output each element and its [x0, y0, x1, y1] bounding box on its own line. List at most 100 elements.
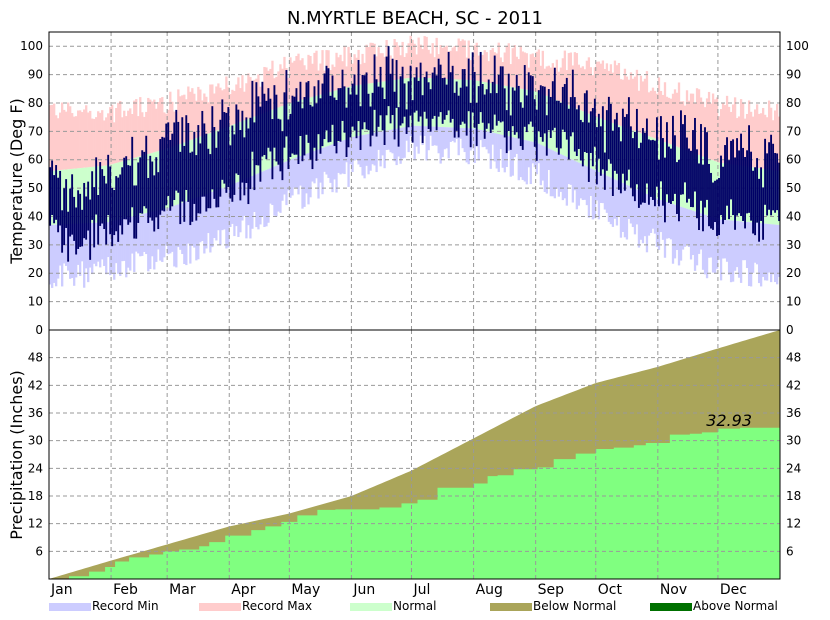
- month-label: Mar: [169, 582, 196, 598]
- observed-temperature-bar: [103, 175, 106, 230]
- observed-temperature-bar: [591, 108, 594, 167]
- record-min-bar: [657, 199, 661, 250]
- observed-temperature-bar: [139, 157, 142, 214]
- record-max-bar: [531, 53, 534, 91]
- record-min-bar: [259, 172, 262, 225]
- record-max-bar: [57, 118, 60, 171]
- observed-temperature-bar: [700, 124, 702, 201]
- precipitation-tick-right: 6: [786, 544, 794, 558]
- record-max-bar: [561, 58, 565, 103]
- record-max-bar: [247, 73, 250, 119]
- record-min-bar: [401, 127, 404, 159]
- observed-temperature-bar: [311, 106, 314, 170]
- record-min-bar: [157, 210, 160, 250]
- record-min-bar: [547, 148, 550, 171]
- record-min-bar: [701, 214, 705, 270]
- observed-temperature-bar: [217, 131, 220, 208]
- month-label: Sep: [538, 582, 565, 598]
- observed-temperature-bar: [331, 75, 334, 125]
- observed-temperature-bar: [113, 189, 116, 236]
- record-min-bar: [139, 214, 142, 257]
- record-min-bar: [487, 131, 490, 154]
- record-max-bar: [463, 40, 466, 80]
- record-min-bar: [569, 158, 573, 185]
- observed-temperature-bar: [437, 58, 440, 117]
- record-min-bar: [203, 194, 206, 254]
- observed-temperature-bar: [764, 138, 767, 205]
- record-min-bar: [389, 129, 392, 153]
- observed-temperature-bar: [379, 66, 382, 116]
- record-min-bar: [597, 171, 601, 220]
- record-min-bar: [281, 163, 284, 201]
- legend: Record Min Record Max Normal Below Normal Ab…: [49, 599, 778, 613]
- record-max-bar: [423, 36, 426, 78]
- record-max-bar: [597, 61, 601, 118]
- record-min-bar: [621, 182, 625, 233]
- record-min-bar: [669, 203, 673, 240]
- observed-temperature-bar: [241, 110, 244, 183]
- record-max-bar: [481, 54, 484, 82]
- record-max-bar: [55, 115, 58, 171]
- record-min-bar: [709, 216, 713, 258]
- record-max-bar: [209, 84, 212, 133]
- record-min-bar: [83, 223, 86, 288]
- record-min-bar: [753, 222, 757, 263]
- temperature-tick-right: 50: [786, 181, 801, 195]
- record-max-bar: [223, 89, 226, 128]
- record-min-bar: [151, 211, 154, 257]
- record-min-bar: [765, 223, 769, 281]
- record-min-bar: [321, 147, 324, 195]
- temperature-tick-left: 90: [28, 68, 43, 82]
- month-label: Dec: [720, 582, 747, 598]
- record-min-bar: [639, 191, 643, 240]
- record-min-bar: [707, 216, 711, 258]
- observed-temperature-bar: [710, 172, 712, 229]
- record-max-bar: [83, 109, 86, 168]
- normal-range-bar: [67, 169, 70, 225]
- observed-temperature-bar: [359, 106, 362, 150]
- observed-temperature-bar: [447, 51, 450, 111]
- observed-temperature-bar: [137, 162, 140, 223]
- record-min-bar: [491, 132, 494, 145]
- record-min-bar: [107, 222, 110, 258]
- record-max-bar: [179, 96, 182, 144]
- observed-temperature-bar: [633, 131, 636, 202]
- record-min-bar: [195, 197, 198, 261]
- record-min-bar: [737, 221, 741, 278]
- record-max-bar: [81, 112, 84, 168]
- record-min-bar: [301, 155, 304, 209]
- observed-temperature-bar: [121, 167, 124, 235]
- observed-temperature-bar: [690, 150, 692, 207]
- record-min-bar: [611, 178, 615, 227]
- record-min-bar: [769, 224, 773, 283]
- record-min-bar: [433, 126, 436, 146]
- observed-temperature-bar: [307, 81, 310, 143]
- record-min-bar: [485, 131, 488, 150]
- record-max-bar: [365, 44, 368, 84]
- record-min-bar: [365, 134, 368, 166]
- record-min-bar: [55, 224, 58, 287]
- precipitation-tick-left: 24: [28, 461, 43, 475]
- record-max-bar: [281, 68, 284, 106]
- record-max-bar: [657, 77, 661, 140]
- record-min-bar: [677, 206, 681, 266]
- observed-temperature-bar: [73, 196, 76, 241]
- observed-temperature-bar: [163, 137, 166, 212]
- record-max-bar: [77, 110, 80, 169]
- observed-temperature-bar: [732, 139, 734, 216]
- record-min-bar: [729, 220, 733, 283]
- observed-temperature-bar: [323, 73, 326, 140]
- observed-temperature-bar: [603, 152, 606, 190]
- observed-temperature-bar: [581, 122, 584, 167]
- record-min-bar: [467, 128, 470, 165]
- record-min-bar: [497, 133, 500, 172]
- legend-label: Above Normal: [693, 599, 778, 613]
- observed-temperature-bar: [395, 60, 398, 108]
- observed-temperature-bar: [69, 188, 72, 237]
- observed-temperature-bar: [661, 138, 664, 206]
- precipitation-ylabel: Precipitation (Inches): [7, 370, 26, 540]
- record-min-bar: [771, 224, 775, 275]
- record-min-bar: [565, 156, 569, 206]
- record-min-bar: [741, 221, 745, 261]
- record-min-bar: [91, 222, 94, 275]
